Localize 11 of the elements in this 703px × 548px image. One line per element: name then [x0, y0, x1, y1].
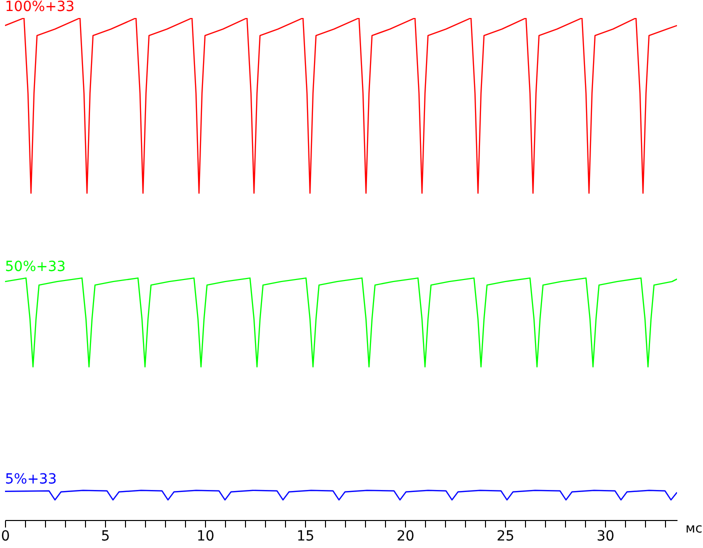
x-tick-label: 25: [496, 528, 514, 544]
x-tick-label: 30: [596, 528, 614, 544]
x-tick-label: 10: [196, 528, 214, 544]
x-tick-label: 20: [396, 528, 414, 544]
series-label: 100%+33: [5, 0, 75, 15]
series-label: 50%+33: [5, 259, 66, 276]
x-tick-label: 0: [1, 528, 10, 544]
series-label: 5%+33: [5, 471, 57, 488]
x-axis-title: мс: [686, 522, 702, 536]
x-tick-label: 5: [101, 528, 110, 544]
x-tick-label: 15: [296, 528, 314, 544]
